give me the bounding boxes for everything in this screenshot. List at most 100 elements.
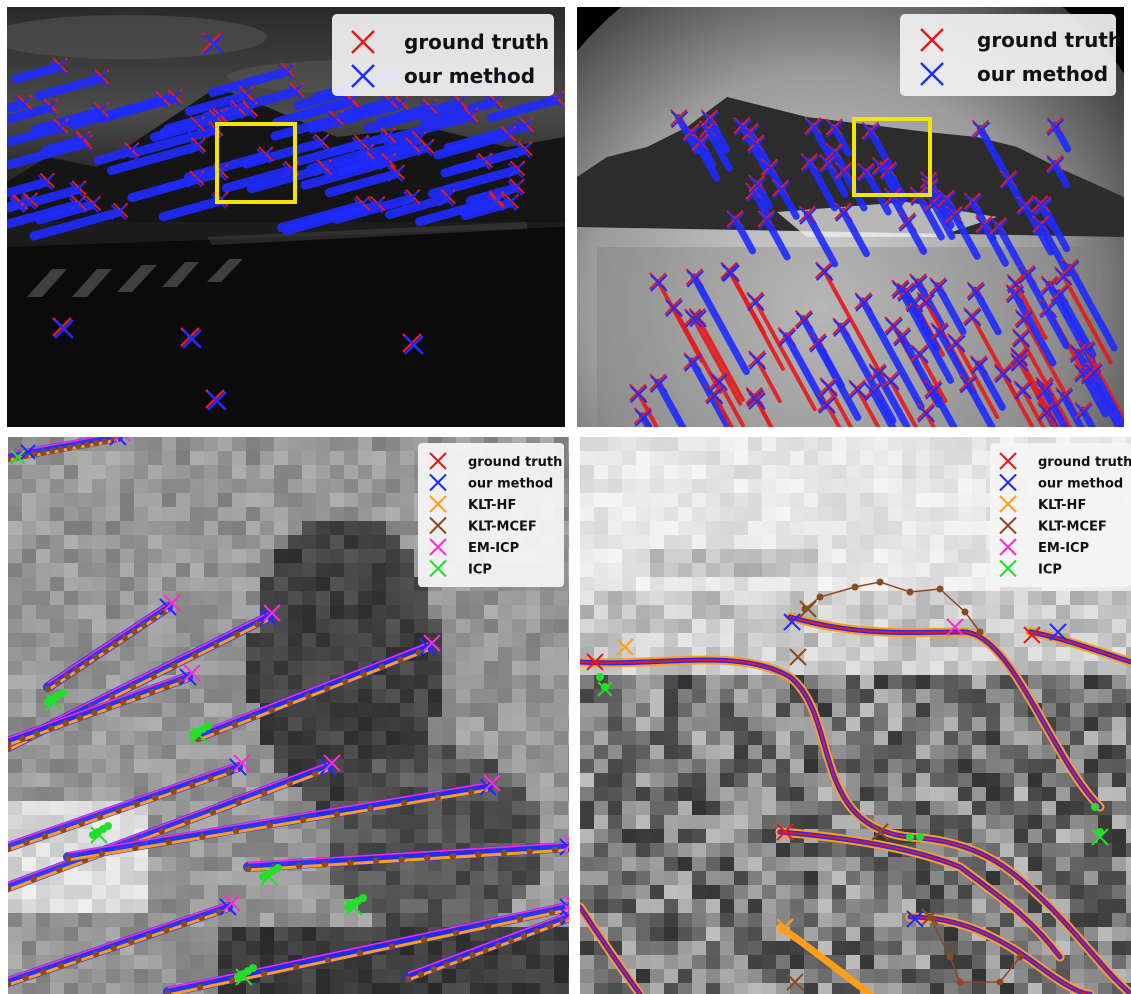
track-end-marker [345, 898, 363, 916]
track-point [254, 621, 261, 628]
track-end-marker [749, 176, 767, 194]
track-point [64, 855, 72, 863]
track-point [468, 788, 475, 795]
track-end-marker [747, 136, 766, 154]
track-line [934, 282, 967, 336]
track-line [789, 616, 1101, 808]
track-point [213, 728, 220, 735]
track-end-marker [278, 64, 294, 80]
track-point [404, 975, 412, 983]
track-line [776, 923, 874, 994]
track-end-marker [507, 180, 523, 196]
track-line [63, 782, 493, 862]
track-point [8, 845, 12, 853]
track-line [711, 391, 735, 427]
track-end-marker [925, 195, 943, 213]
track-line [862, 167, 892, 216]
track-end-marker [190, 726, 208, 744]
track-point [150, 673, 157, 680]
track-end-marker [761, 160, 780, 178]
track-point [286, 780, 293, 787]
legend-entry: KLT-MCEF [999, 516, 1107, 535]
track-end-marker [1038, 403, 1056, 422]
track-end-marker [420, 100, 436, 117]
track-point [23, 839, 30, 846]
track-end-marker [799, 207, 817, 225]
track-end-marker [461, 109, 477, 125]
track-line [67, 782, 489, 854]
track-end-marker [498, 127, 515, 144]
track-line [839, 207, 870, 258]
legend-our-method-marker [920, 62, 944, 86]
track-end-marker [109, 437, 127, 446]
track-end-marker [906, 910, 924, 928]
track-point [449, 853, 456, 860]
track-point [199, 833, 206, 840]
track-line [428, 165, 521, 198]
track-point [134, 694, 141, 701]
track-line [805, 158, 839, 212]
track-point [946, 953, 954, 961]
track-point [83, 660, 90, 667]
legend-label: ICP [1038, 563, 1062, 578]
track-point [92, 653, 100, 661]
track-end-marker [240, 103, 257, 119]
track-line [8, 762, 239, 844]
track-point [260, 789, 268, 797]
track-end-marker [91, 103, 108, 120]
track-line [1029, 631, 1131, 663]
legend-marker [429, 473, 447, 492]
track-point [296, 862, 303, 869]
track-point [198, 914, 205, 922]
track-end-marker [816, 263, 834, 281]
track-point [1016, 953, 1024, 961]
track-line [1079, 406, 1097, 427]
track-point [22, 974, 29, 982]
track-end-marker [187, 118, 204, 134]
track-end-marker [233, 754, 251, 772]
track-line [964, 379, 996, 427]
track-line [854, 386, 881, 427]
track-end-marker [925, 382, 943, 400]
track-end-marker [153, 92, 169, 109]
track-point [19, 735, 26, 742]
track-end-marker [597, 681, 613, 697]
track-end-marker [450, 95, 466, 112]
track-end-marker [747, 293, 765, 312]
track-line [752, 298, 817, 412]
track-end-marker [182, 329, 202, 349]
track-line [803, 210, 839, 268]
track-line [295, 139, 365, 166]
track-line [339, 98, 393, 120]
track-point [266, 822, 273, 829]
track-end-marker [826, 120, 844, 138]
legend-entry: KLT-HF [429, 495, 516, 513]
track-point [367, 805, 374, 812]
track-line [969, 313, 1020, 402]
track-point [8, 745, 12, 753]
track-end-marker [772, 181, 791, 199]
track-end-marker [872, 159, 891, 177]
track-end-marker [1055, 389, 1074, 407]
legend-label: ground truth [468, 455, 562, 470]
track-end-marker [970, 357, 989, 375]
track-line [655, 279, 704, 363]
track-end-marker [1014, 382, 1032, 400]
track-line [8, 762, 333, 892]
track-end-marker [236, 88, 253, 104]
track-end-marker [776, 823, 794, 841]
track-line [1010, 289, 1057, 367]
track-end-marker [946, 207, 964, 226]
track-end-marker [92, 70, 108, 87]
panel-bottom-right-image: ground truth our method KLT-HF KLT-MCEF EM-I… [580, 437, 1131, 994]
track-line [1089, 367, 1124, 427]
track-end-marker [805, 119, 823, 137]
track-line [277, 200, 366, 233]
track-line [580, 659, 1131, 994]
track-end-marker [686, 270, 705, 288]
track-end-marker [809, 335, 828, 353]
legend-entry: ICP [999, 559, 1062, 578]
track-line [11, 62, 63, 84]
track-line [580, 906, 641, 994]
track-point [57, 446, 64, 453]
